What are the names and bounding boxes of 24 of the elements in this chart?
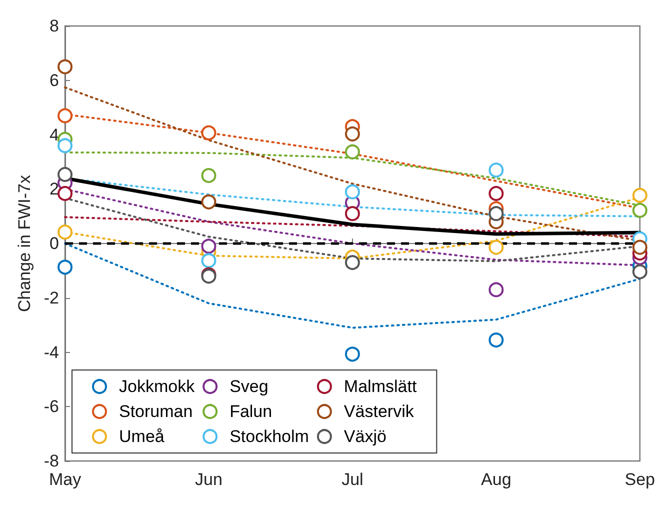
- legend-label: Falun: [230, 402, 272, 421]
- y-tick-label: 0: [50, 234, 60, 253]
- x-tick-label: Jun: [195, 470, 222, 489]
- y-tick-label: 8: [50, 16, 60, 36]
- legend-label: Stockholm: [230, 427, 309, 446]
- legend-label: Jokkmokk: [119, 377, 196, 396]
- y-tick-label: 2: [50, 180, 60, 199]
- y-axis-title: Change in FWI-7x: [15, 174, 34, 312]
- x-tick-label: Jul: [342, 470, 364, 489]
- y-tick-label: 6: [50, 70, 60, 90]
- x-tick-label: May: [48, 470, 82, 489]
- legend-label: Växjö: [344, 427, 386, 446]
- legend-label: Umeå: [119, 427, 165, 446]
- y-tick-label: -2: [44, 288, 60, 308]
- legend-label: Malmslätt: [344, 377, 417, 396]
- y-tick-label: -4: [44, 342, 60, 362]
- legend-label: Västervik: [344, 402, 414, 421]
- x-tick-label: Aug: [481, 470, 512, 489]
- y-tick-label: -6: [44, 397, 60, 416]
- x-tick-label: Sep: [624, 470, 655, 489]
- y-tick-label: -8: [44, 452, 60, 470]
- legend-label: Storuman: [119, 402, 193, 421]
- legend-label: Sveg: [230, 377, 268, 396]
- y-tick-label: 4: [50, 125, 60, 144]
